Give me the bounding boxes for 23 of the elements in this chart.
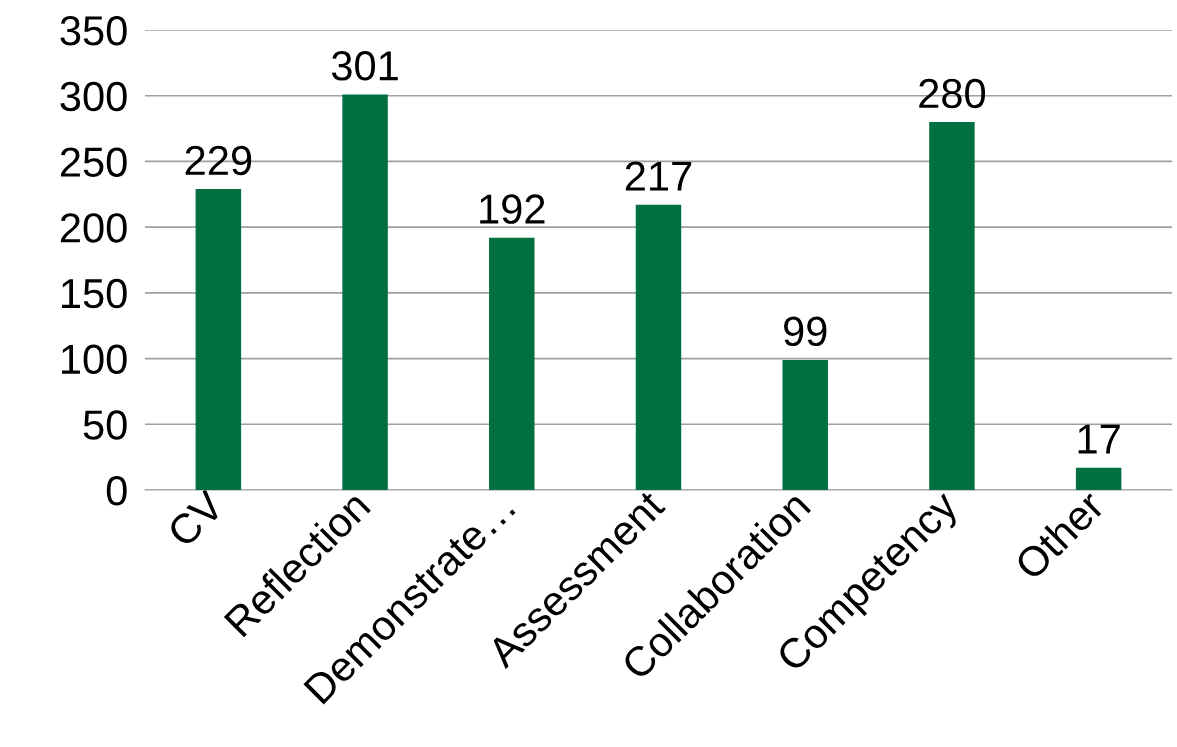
bar: [489, 237, 535, 490]
bar: [782, 359, 828, 490]
data-label: 192: [480, 194, 545, 224]
y-tick-label: 50: [83, 410, 127, 440]
y-tick-label: 100: [62, 344, 127, 375]
data-label: 280: [919, 78, 986, 109]
y-tick-label: 0: [106, 476, 127, 506]
y-tick-label: 150: [62, 278, 127, 309]
bar: [1075, 467, 1122, 490]
y-tick-label: 350: [60, 16, 127, 46]
x-tick-label: CV: [165, 488, 227, 549]
bar: [195, 189, 242, 490]
data-label: 17: [1078, 424, 1120, 454]
bar: [929, 122, 975, 490]
y-tick-label: 300: [60, 81, 127, 112]
bar: [635, 204, 682, 490]
y-tick-label: 250: [60, 147, 127, 177]
data-label: 217: [625, 161, 692, 191]
data-label: 301: [331, 51, 398, 81]
data-label: 229: [185, 145, 252, 176]
y-tick-label: 200: [60, 213, 127, 243]
bar: [342, 94, 388, 490]
data-label: 99: [784, 316, 827, 347]
